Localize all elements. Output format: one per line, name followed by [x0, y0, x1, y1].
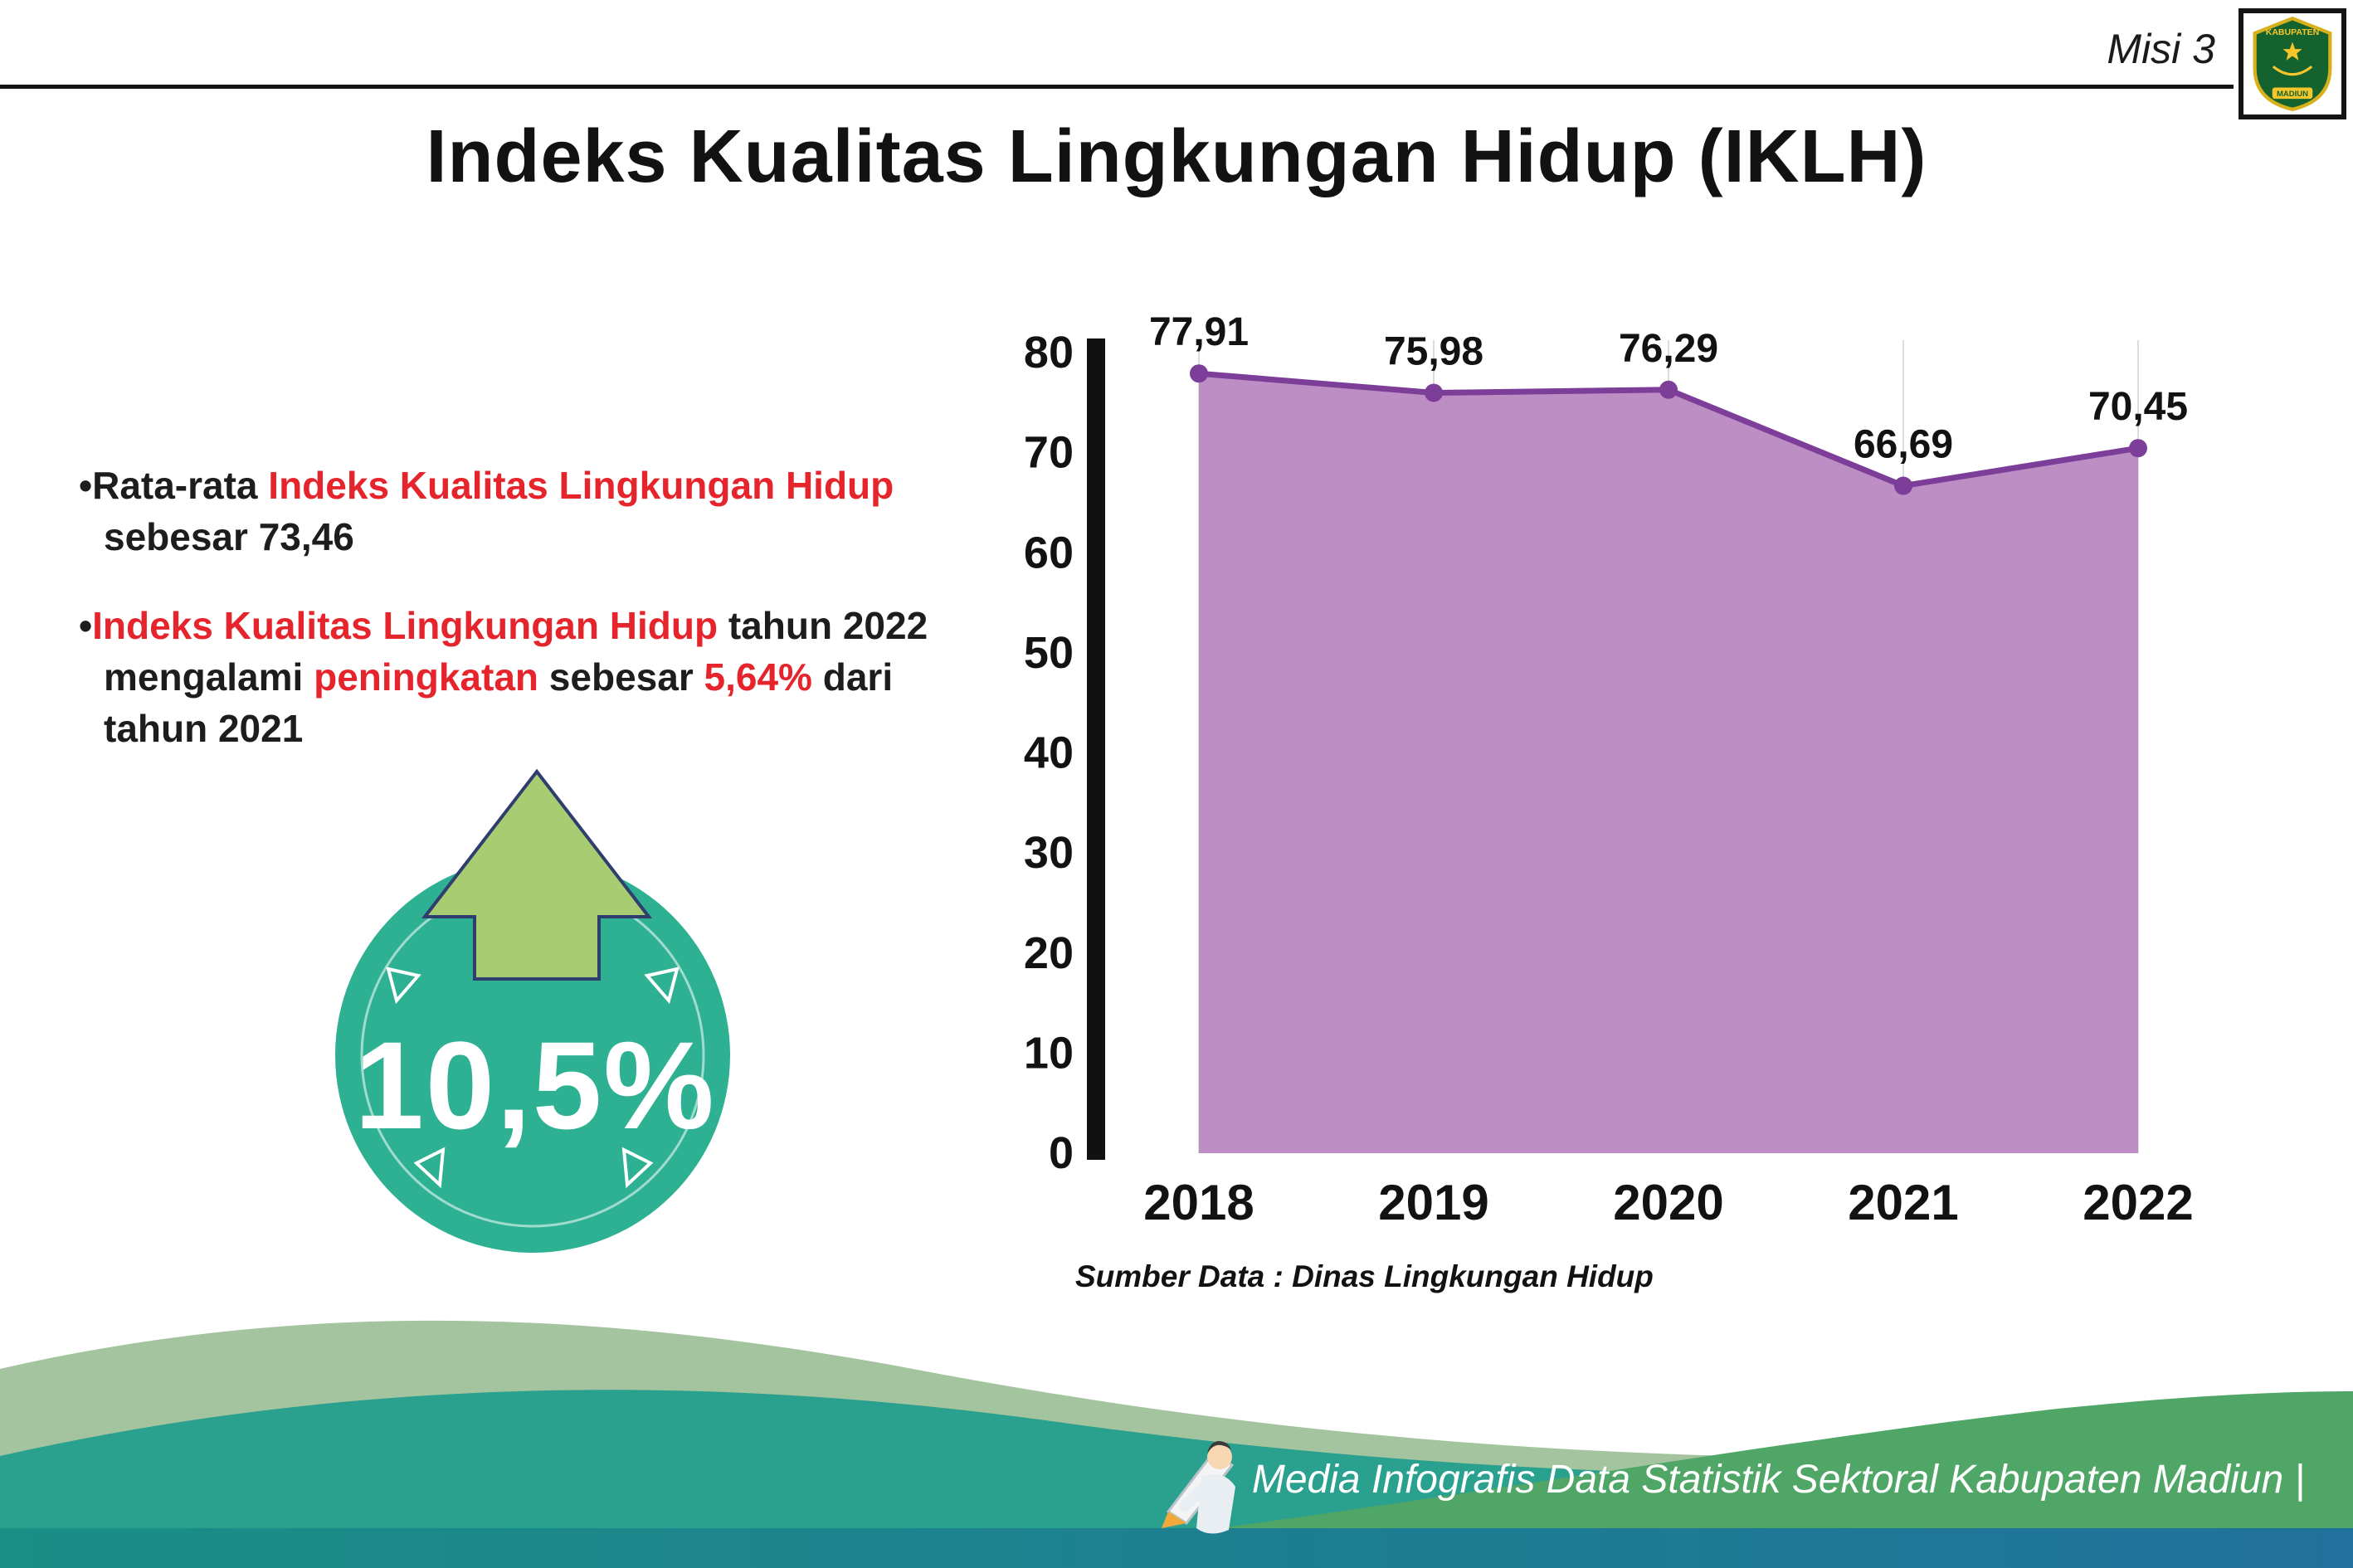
- arrow-up-icon: [421, 768, 653, 981]
- chart-ytick-label: 20: [1024, 928, 1074, 978]
- text-segment: •: [79, 604, 93, 648]
- chart-xtick-label: 2020: [1613, 1175, 1723, 1230]
- shield-icon: KABUPATEN MADIUN: [2253, 16, 2332, 112]
- chart-ytick-label: 50: [1024, 628, 1074, 678]
- text-segment: peningkatan: [314, 655, 539, 699]
- chart-point: [2129, 439, 2147, 458]
- bullet-increase-2022: •Indeks Kualitas Lingkungan Hidup tahun …: [79, 601, 983, 754]
- chart-ytick-label: 80: [1024, 328, 1074, 377]
- chart-ytick-label: 60: [1024, 528, 1074, 577]
- summary-bullets: •Rata-rata Indeks Kualitas Lingkungan Hi…: [79, 460, 983, 792]
- chart-value-label: 76,29: [1619, 327, 1718, 371]
- text-segment: sebesar: [538, 655, 704, 699]
- mascot-writer-icon: [1162, 1441, 1235, 1534]
- chart-ytick-label: 0: [1049, 1128, 1074, 1178]
- chart-point: [1659, 380, 1678, 399]
- chart-xtick-label: 2022: [2083, 1175, 2193, 1230]
- text-segment: sebesar 73,46: [104, 514, 354, 558]
- chart-ytick-label: 40: [1024, 728, 1074, 778]
- triangle-ornament: [413, 1147, 446, 1189]
- bullet-average-iklh: •Rata-rata Indeks Kualitas Lingkungan Hi…: [79, 460, 983, 562]
- chart-xtick-label: 2019: [1378, 1175, 1488, 1230]
- triangle-ornament: [386, 967, 421, 1005]
- chart-source-note: Sumber Data : Dinas Lingkungan Hidup: [1075, 1259, 1654, 1293]
- increase-badge-graphic: [335, 768, 730, 1253]
- logo-text-top: KABUPATEN: [2266, 27, 2320, 37]
- chart-xtick-label: 2021: [1848, 1175, 1958, 1230]
- text-segment: tahun 2022 mengalami: [104, 604, 928, 699]
- chart-point: [1425, 383, 1443, 402]
- chart-point: [1190, 364, 1208, 383]
- footer-wave-decoration: [0, 1320, 2353, 1568]
- iklh-chart-svg: 77,91 75,98 76,29 66,69 70,45 0 10 20 30 40 50 60 70…: [1024, 310, 2194, 1230]
- kabupaten-madiun-logo: KABUPATEN MADIUN: [2239, 8, 2346, 119]
- increase-percentage: 10,5%: [354, 1015, 716, 1155]
- misi-label: Misi 3: [2107, 26, 2215, 72]
- text-segment: •Rata-rata: [79, 464, 269, 507]
- header-rule: [0, 85, 2234, 89]
- text-segment: 5,64%: [704, 655, 812, 699]
- iklh-chart: 77,91 75,98 76,29 66,69 70,45 0 10 20 30 40 50 60 70…: [1021, 290, 2315, 1344]
- triangle-ornament: [644, 967, 680, 1005]
- text-segment: dari tahun 2021: [104, 655, 894, 750]
- chart-ytick-label: 70: [1024, 428, 1074, 478]
- chart-value-label: 77,91: [1149, 310, 1249, 354]
- text-segment: Indeks Kualitas Lingkungan Hidup: [268, 464, 894, 507]
- chart-ytick-label: 30: [1024, 828, 1074, 878]
- chart-value-label: 70,45: [2088, 385, 2188, 429]
- chart-value-label: 66,69: [1854, 423, 1953, 467]
- chart-y-axis: [1087, 338, 1105, 1160]
- chart-xtick-label: 2018: [1143, 1175, 1254, 1230]
- increase-badge: 10,5%: [299, 730, 772, 1311]
- chart-value-label: 75,98: [1384, 329, 1483, 373]
- page-title: Indeks Kualitas Lingkungan Hidup (IKLH): [426, 115, 1927, 198]
- logo-text-bottom: MADIUN: [2277, 90, 2308, 99]
- chart-area: [1199, 373, 2138, 1153]
- triangle-ornament: [621, 1147, 654, 1189]
- text-segment: Indeks Kualitas Lingkungan Hidup: [92, 604, 719, 648]
- chart-ytick-label: 10: [1024, 1028, 1074, 1078]
- chart-point: [1894, 476, 1912, 495]
- footer-credit: Media Infografis Data Statistik Sektoral…: [1251, 1458, 2305, 1502]
